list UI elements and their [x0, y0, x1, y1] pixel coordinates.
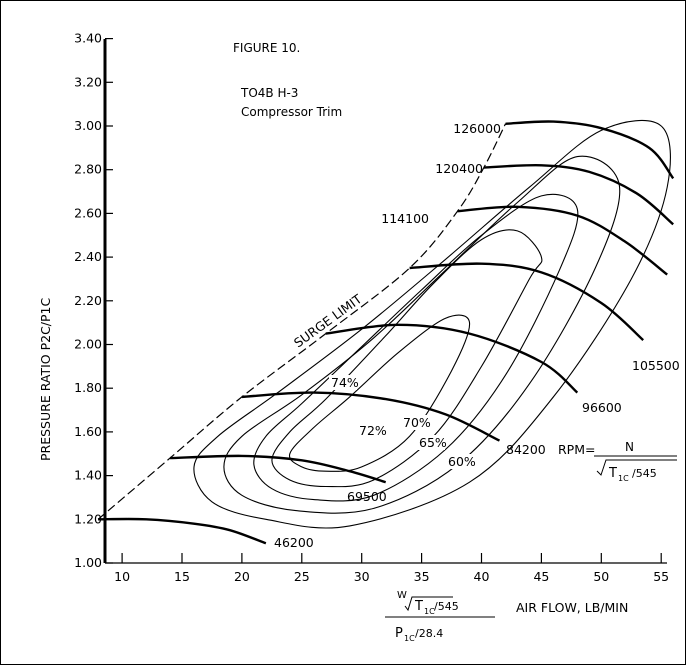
y-tick-label: 2.00 — [74, 337, 102, 352]
rpm-prefix: RPM= — [558, 442, 595, 457]
efficiency-label: 60% — [448, 454, 476, 469]
surge-limit-line — [97, 123, 507, 520]
speed-line — [409, 262, 644, 341]
x-tick-label: 45 — [533, 569, 549, 584]
speed-line-label: 69500 — [347, 489, 387, 504]
efficiency-label: 74% — [331, 375, 359, 390]
efficiency-label-bg — [446, 454, 474, 469]
efficiency-label: 70% — [403, 415, 431, 430]
chart-subtitle-line-2: Compressor Trim — [241, 105, 342, 119]
speed-line-label: 84200 — [506, 442, 546, 457]
speed-line-label: 120400 — [435, 161, 483, 176]
efficiency-label-bg — [357, 423, 385, 438]
speed-line — [241, 391, 501, 442]
xf-den: P — [395, 626, 403, 641]
efficiency-label: 65% — [419, 435, 447, 450]
y-axis-label: PRESSURE RATIO P2C/P1C — [38, 297, 53, 461]
y-tick-label: 1.40 — [74, 468, 102, 483]
speed-line — [98, 517, 267, 545]
xf-num-sqrt-icon — [404, 596, 453, 612]
speed-line — [169, 454, 387, 484]
rpm-sqrt-icon — [596, 459, 677, 476]
x-tick-label: 55 — [653, 569, 669, 584]
speed-line-label: 114100 — [381, 211, 429, 226]
xf-num-suffix: /545 — [434, 600, 459, 613]
xf-num-sub: 1C — [424, 607, 435, 616]
axes: 1.00 1.20 1.40 1.60 1.80 2.00 2.20 2.40 2.60 2.80… — [74, 31, 669, 584]
speed-line — [325, 323, 579, 394]
speed-line-label: 126000 — [453, 121, 501, 136]
speed-line-label: 105500 — [632, 358, 680, 373]
y-tick-label: 3.00 — [74, 118, 102, 133]
speed-line-label: 46200 — [274, 535, 314, 550]
efficiency-island-line — [193, 120, 671, 529]
xf-den-suffix: /28.4 — [415, 627, 443, 640]
y-tick-label: 2.80 — [74, 162, 102, 177]
y-tick-label: 1.60 — [74, 424, 102, 439]
speed-line — [505, 120, 675, 180]
efficiency-label-bg — [417, 435, 445, 450]
chart-subtitle-line-1: TO4B H-3 — [240, 86, 298, 100]
efficiency-label-bg — [329, 375, 357, 390]
chart-title: FIGURE 10. — [233, 41, 300, 55]
y-tick-label: 3.20 — [74, 74, 102, 89]
rpm-numerator: N — [625, 440, 634, 454]
y-tick-label: 2.40 — [74, 249, 102, 264]
xf-num-radicand: T — [414, 599, 423, 614]
rpm-radicand: T — [608, 466, 617, 481]
x-tick-label: 25 — [294, 569, 310, 584]
efficiency-island-line — [271, 229, 543, 488]
x-tick-label: 30 — [354, 569, 370, 584]
y-tick-label: 1.00 — [74, 555, 102, 570]
speed-line-label: 96600 — [582, 400, 622, 415]
efficiency-island-line — [288, 314, 471, 472]
speed-line — [457, 205, 668, 276]
efficiency-island-line — [223, 155, 621, 514]
x-axis-formula: W T 1C /545 P 1C /28.4 — [385, 590, 495, 643]
curves — [97, 120, 675, 545]
xf-den-sub: 1C — [404, 634, 415, 643]
efficiency-label-bg — [401, 415, 429, 430]
surge-limit-label: SURGE LIMIT — [291, 291, 365, 350]
rpm-suffix: /545 — [632, 467, 657, 480]
efficiency-label: 72% — [359, 423, 387, 438]
speed-line — [483, 163, 674, 226]
x-tick-label: 40 — [474, 569, 490, 584]
rpm-sub: 1C — [618, 474, 629, 483]
x-tick-label: 10 — [114, 569, 130, 584]
x-axis-label: AIR FLOW, LB/MIN — [516, 600, 628, 615]
y-tick-label: 3.40 — [74, 31, 102, 46]
y-tick-label: 2.20 — [74, 293, 102, 308]
y-tick-label: 1.20 — [74, 511, 102, 526]
rpm-formula: RPM= N T 1C /545 — [558, 440, 677, 483]
x-tick-label: 35 — [414, 569, 430, 584]
x-tick-label: 15 — [174, 569, 190, 584]
y-tick-label: 1.80 — [74, 380, 102, 395]
x-tick-label: 20 — [234, 569, 250, 584]
x-tick-label: 50 — [593, 569, 609, 584]
xf-num-prefix: W — [397, 590, 407, 601]
y-tick-label: 2.60 — [74, 205, 102, 220]
